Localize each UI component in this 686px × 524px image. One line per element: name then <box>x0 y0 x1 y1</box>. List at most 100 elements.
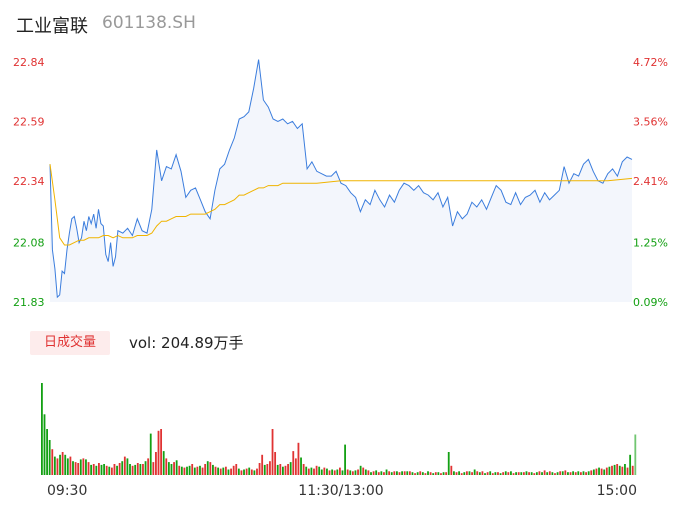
volume-bar <box>284 465 287 475</box>
volume-bar <box>491 473 494 475</box>
volume-bar <box>579 472 582 475</box>
volume-bar <box>237 468 240 475</box>
volume-bar <box>595 468 598 475</box>
volume-bar <box>598 467 600 475</box>
volume-bar <box>450 465 453 475</box>
volume-bar <box>46 429 48 475</box>
volume-bar <box>310 467 313 475</box>
volume-bar <box>201 467 204 475</box>
volume-bar <box>572 471 575 475</box>
volume-bar <box>227 469 230 475</box>
volume-bar <box>370 472 372 475</box>
volume-bar <box>393 471 396 475</box>
volume-bar <box>307 468 310 475</box>
volume-bar <box>390 472 393 475</box>
volume-bar <box>320 469 323 475</box>
volume-bar <box>318 466 321 475</box>
volume-bar <box>502 472 505 475</box>
volume-bar <box>564 470 567 475</box>
average-price-line <box>49 164 633 246</box>
volume-bar <box>217 467 220 475</box>
volume-bar <box>292 451 295 475</box>
volume-bar <box>582 471 585 475</box>
volume-bar <box>90 464 93 475</box>
volume-bar <box>375 470 378 475</box>
volume-bar <box>193 467 196 475</box>
volume-bar <box>248 467 251 475</box>
volume-bar <box>206 461 209 475</box>
y-tick-label-right: 0.09% <box>633 296 668 309</box>
volume-bar <box>351 471 354 475</box>
volume-bar <box>631 465 634 475</box>
volume-bar <box>510 471 512 475</box>
volume-bar <box>497 472 499 475</box>
volume-bar <box>230 468 232 475</box>
volume-bar <box>333 470 336 475</box>
volume-bar <box>453 471 455 475</box>
volume-bar <box>77 463 80 475</box>
volume-bar <box>126 458 129 475</box>
volume-bar <box>178 465 181 475</box>
volume-bar <box>499 473 502 475</box>
daily-volume-tab[interactable]: 日成交量 <box>30 331 110 355</box>
volume-bar <box>440 473 442 475</box>
volume-bar <box>87 462 90 475</box>
volume-bar <box>232 465 235 475</box>
volume-bar <box>341 470 344 475</box>
volume-bar <box>196 466 199 475</box>
volume-bar <box>380 471 383 475</box>
volume-bar <box>465 471 468 475</box>
volume-bar <box>616 464 619 475</box>
volume-bar <box>235 464 238 475</box>
y-tick-label-right: 4.72% <box>633 56 668 69</box>
volume-bar <box>173 462 175 475</box>
volume-bar <box>142 464 144 475</box>
volume-bar <box>401 471 403 475</box>
volume-bar <box>613 464 616 475</box>
volume-bar <box>354 470 357 475</box>
volume-bar <box>118 463 121 475</box>
volume-bar <box>269 461 271 475</box>
volume-bar <box>398 472 401 475</box>
volume-bar <box>367 470 370 475</box>
volume-bar <box>51 449 54 475</box>
volume-bar <box>551 472 554 475</box>
volume-bar <box>561 471 564 475</box>
volume-bar <box>548 471 551 475</box>
volume-bar <box>618 465 621 475</box>
volume-bar <box>585 472 587 475</box>
volume-bar <box>476 471 479 475</box>
volume-bar <box>460 473 463 475</box>
volume-bar <box>149 433 152 475</box>
volume-bar <box>629 454 632 475</box>
volume-bar <box>605 467 608 475</box>
volume-bar <box>621 466 624 475</box>
x-tick-label: 15:00 <box>597 483 637 499</box>
y-tick-label-left: 22.08 <box>13 237 45 250</box>
volume-bar <box>134 464 137 475</box>
volume-bar <box>175 460 178 475</box>
volume-bar <box>494 472 497 475</box>
y-tick-label-right: 3.56% <box>633 115 668 128</box>
volume-bar <box>522 472 525 475</box>
volume-value: 204.89万手 <box>161 334 244 352</box>
volume-bar <box>403 471 406 475</box>
volume-bar <box>72 461 74 475</box>
volume-bar <box>61 452 64 475</box>
volume-readout: vol: 204.89万手 <box>129 332 244 353</box>
volume-bar <box>520 472 523 475</box>
volume-bar <box>186 466 188 475</box>
volume-bar <box>559 471 562 475</box>
volume-bar <box>64 454 67 475</box>
volume-bar <box>603 469 606 475</box>
volume-bar <box>279 464 282 475</box>
volume-bar <box>147 458 150 475</box>
volume-bar <box>253 470 256 475</box>
volume-bar <box>372 471 375 475</box>
volume-bar <box>271 429 274 475</box>
volume-bar <box>98 463 100 475</box>
volume-bar <box>157 430 160 475</box>
volume-bar <box>468 471 471 475</box>
volume-bar <box>59 454 61 475</box>
